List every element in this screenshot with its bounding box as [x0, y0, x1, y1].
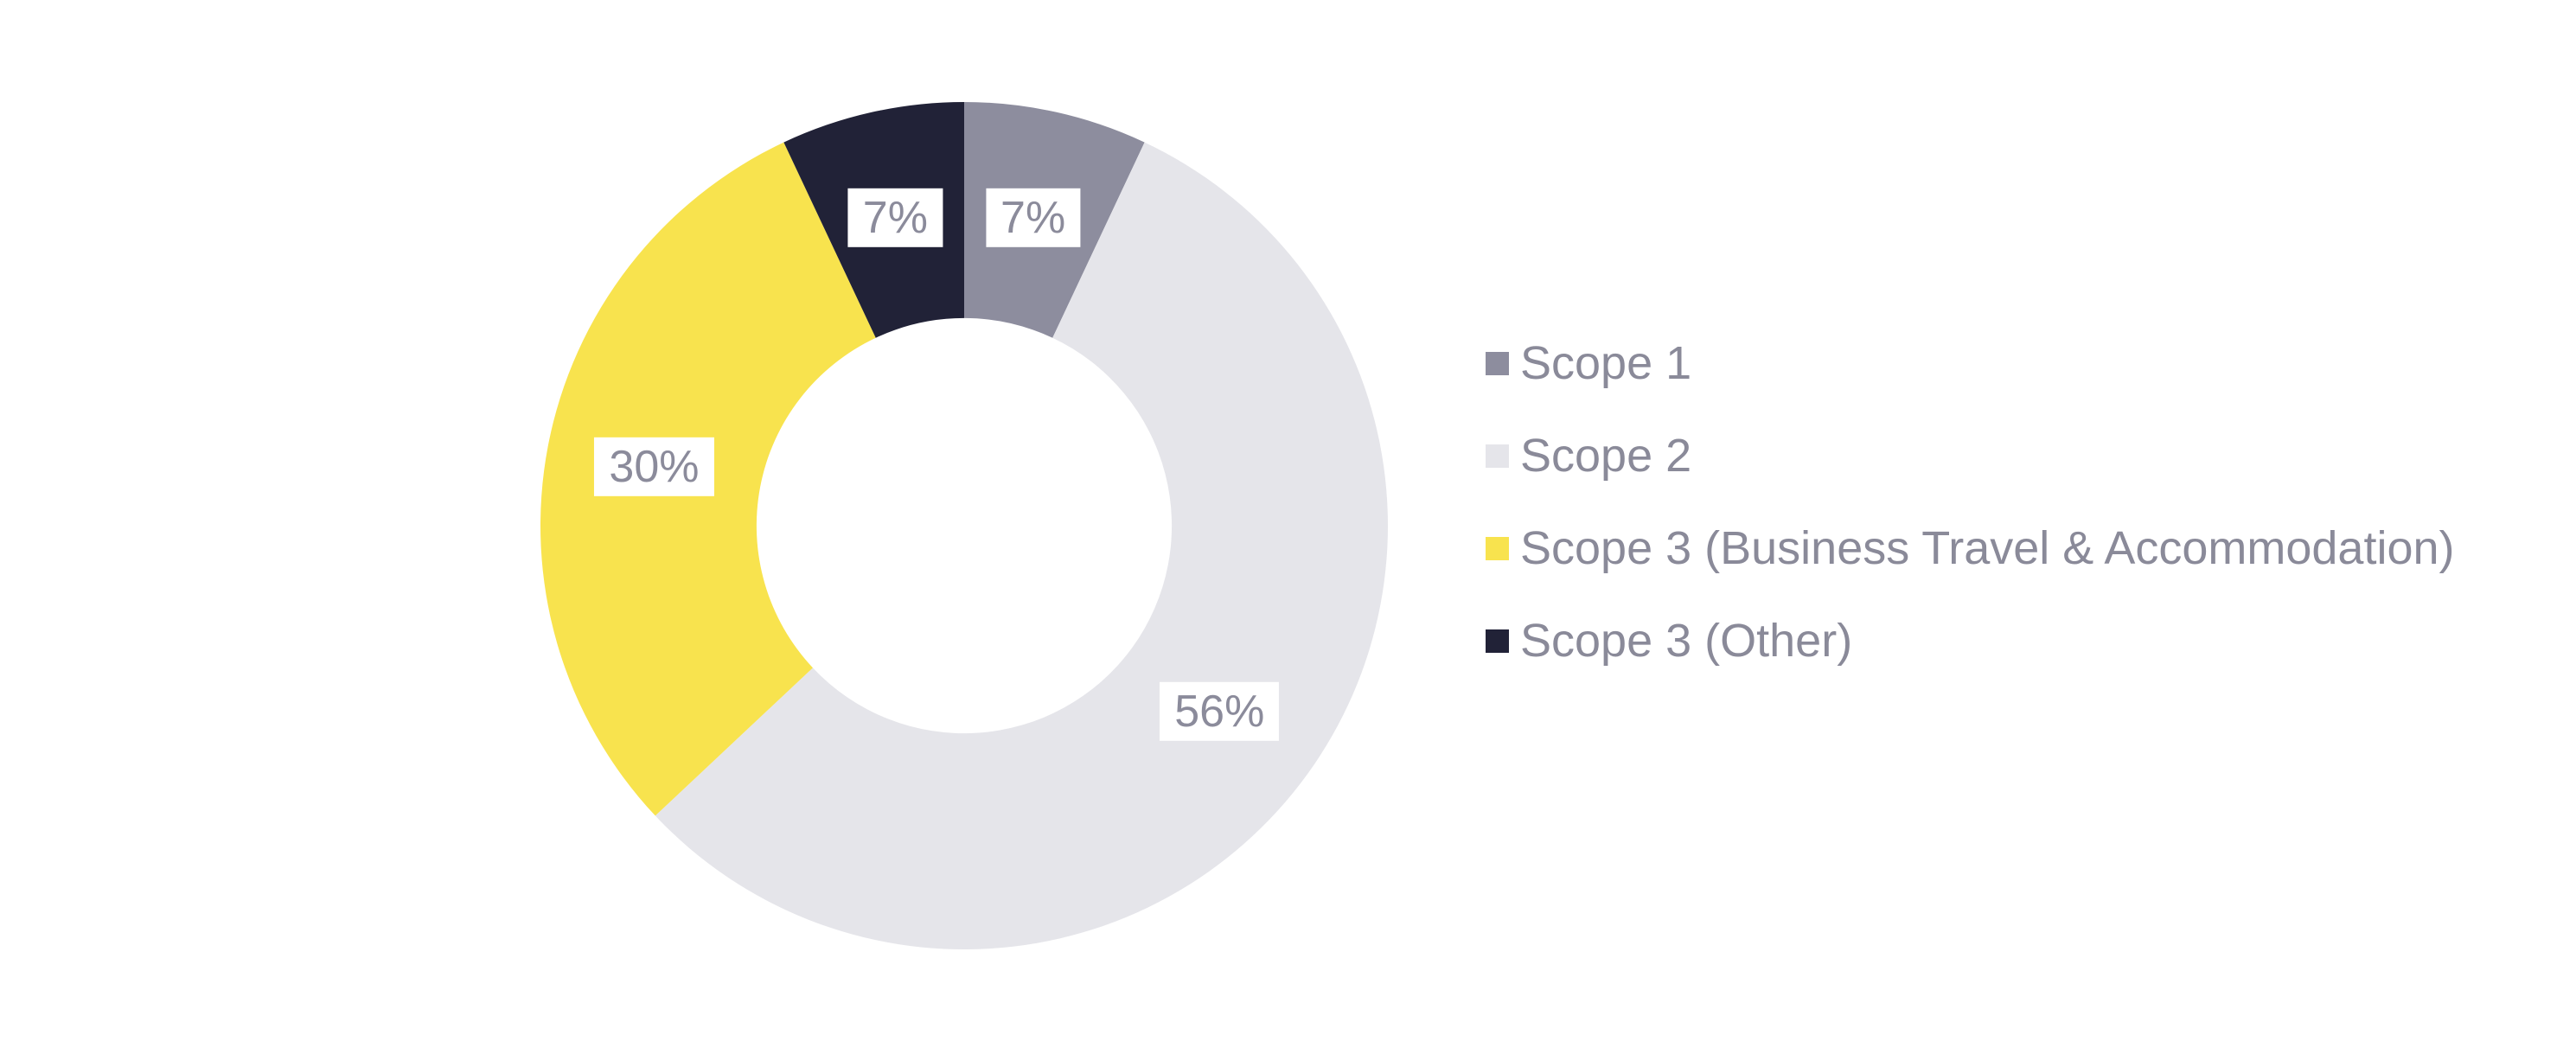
- legend-swatch-scope-2: [1486, 444, 1509, 468]
- legend-item-scope-3-other[interactable]: Scope 3 (Other): [1486, 617, 2455, 664]
- legend-label-scope-2: Scope 2: [1520, 430, 1692, 482]
- slice-label-scope-1: 7%: [986, 188, 1081, 247]
- legend-swatch-scope-3-other: [1486, 629, 1509, 653]
- legend-label-scope-1: Scope 1: [1520, 337, 1692, 389]
- legend-item-scope-2[interactable]: Scope 2: [1486, 432, 2455, 479]
- donut-segment-scope-2[interactable]: [655, 142, 1388, 949]
- legend-swatch-scope-1: [1486, 351, 1509, 375]
- slice-label-scope-3-other: 7%: [847, 188, 943, 247]
- slice-label-scope-3-business-travel-accommodation: 30%: [594, 437, 714, 496]
- slice-label-scope-2: 56%: [1160, 681, 1280, 741]
- chart-legend: Scope 1 Scope 2 Scope 3 (Business Travel &…: [1486, 340, 2455, 664]
- legend-item-scope-3-business-travel-accommodation[interactable]: Scope 3 (Business Travel & Accommodation…: [1486, 525, 2455, 572]
- legend-label-scope-3-other: Scope 3 (Other): [1520, 615, 1853, 667]
- legend-swatch-scope-3-business-travel-accommodation: [1486, 536, 1509, 560]
- legend-item-scope-1[interactable]: Scope 1: [1486, 340, 2455, 386]
- legend-label-scope-3-business-travel-accommodation: Scope 3 (Business Travel & Accommodation…: [1520, 522, 2455, 574]
